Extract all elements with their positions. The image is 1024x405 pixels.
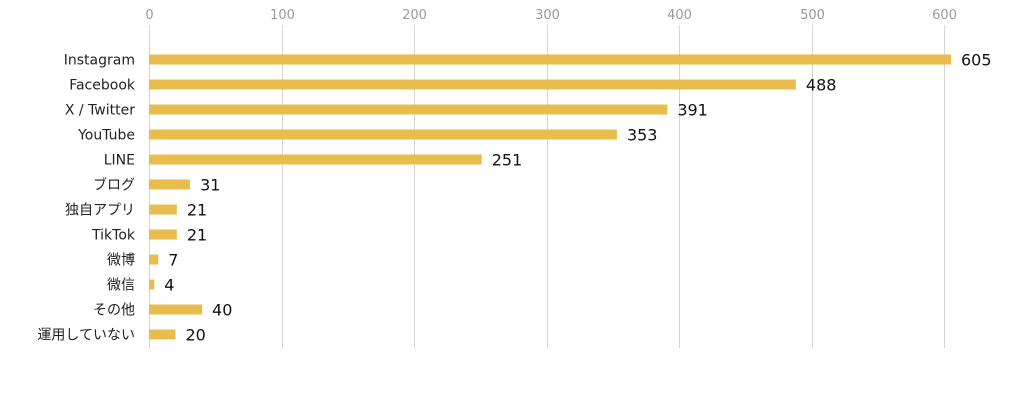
category-label-6: ブログ bbox=[93, 177, 135, 194]
x-tick-label-300: 300 bbox=[535, 8, 560, 23]
x-tick-label-500: 500 bbox=[800, 8, 825, 23]
value-label-5: 251 bbox=[492, 151, 523, 170]
category-label-8: TikTok bbox=[91, 228, 136, 244]
bar-7 bbox=[149, 204, 177, 215]
x-tick-label-600: 600 bbox=[932, 8, 957, 23]
bar-10 bbox=[149, 279, 155, 290]
category-label-5: LINE bbox=[104, 153, 135, 169]
bar-11 bbox=[149, 304, 203, 315]
category-label-3: X / Twitter bbox=[65, 103, 135, 119]
value-label-9: 7 bbox=[168, 251, 178, 270]
x-axis-ticks: 0 100 200 300 400 500 600 bbox=[145, 8, 957, 23]
bar-1 bbox=[149, 54, 951, 65]
value-label-10: 4 bbox=[164, 276, 174, 295]
category-label-9: 微博 bbox=[107, 252, 135, 269]
category-label-11: その他 bbox=[93, 303, 135, 319]
bar-9 bbox=[149, 254, 159, 265]
category-label-4: YouTube bbox=[77, 128, 135, 144]
bar-8 bbox=[149, 229, 177, 240]
grid-lines bbox=[149, 25, 945, 348]
value-label-12: 20 bbox=[186, 326, 206, 345]
bar-5 bbox=[149, 154, 482, 165]
bar-12 bbox=[149, 329, 176, 340]
x-tick-label-200: 200 bbox=[402, 8, 427, 23]
category-label-7: 独自アプリ bbox=[65, 203, 135, 219]
bar-6 bbox=[149, 179, 191, 190]
bar-3 bbox=[149, 104, 668, 115]
category-label-10: 微信 bbox=[107, 278, 135, 294]
category-label-12: 運用していない bbox=[37, 328, 135, 344]
value-label-11: 40 bbox=[212, 301, 232, 320]
category-label-1: Instagram bbox=[64, 53, 135, 69]
category-labels: Instagram Facebook X / Twitter YouTube LINE ブ… bbox=[37, 53, 135, 344]
bar-2 bbox=[149, 79, 796, 90]
value-label-3: 391 bbox=[677, 101, 708, 120]
value-label-1: 605 bbox=[961, 51, 992, 70]
value-labels: 605 488 391 353 251 31 21 21 7 4 40 20 bbox=[164, 51, 991, 345]
x-tick-label-0: 0 bbox=[145, 8, 153, 23]
value-label-7: 21 bbox=[187, 201, 207, 220]
bar-4 bbox=[149, 129, 617, 140]
value-label-8: 21 bbox=[187, 226, 207, 245]
x-tick-label-400: 400 bbox=[667, 8, 692, 23]
value-label-4: 353 bbox=[627, 126, 658, 145]
bars bbox=[149, 54, 951, 340]
value-label-2: 488 bbox=[806, 76, 837, 95]
category-label-2: Facebook bbox=[69, 78, 136, 94]
value-label-6: 31 bbox=[200, 176, 220, 195]
x-tick-label-100: 100 bbox=[270, 8, 295, 23]
